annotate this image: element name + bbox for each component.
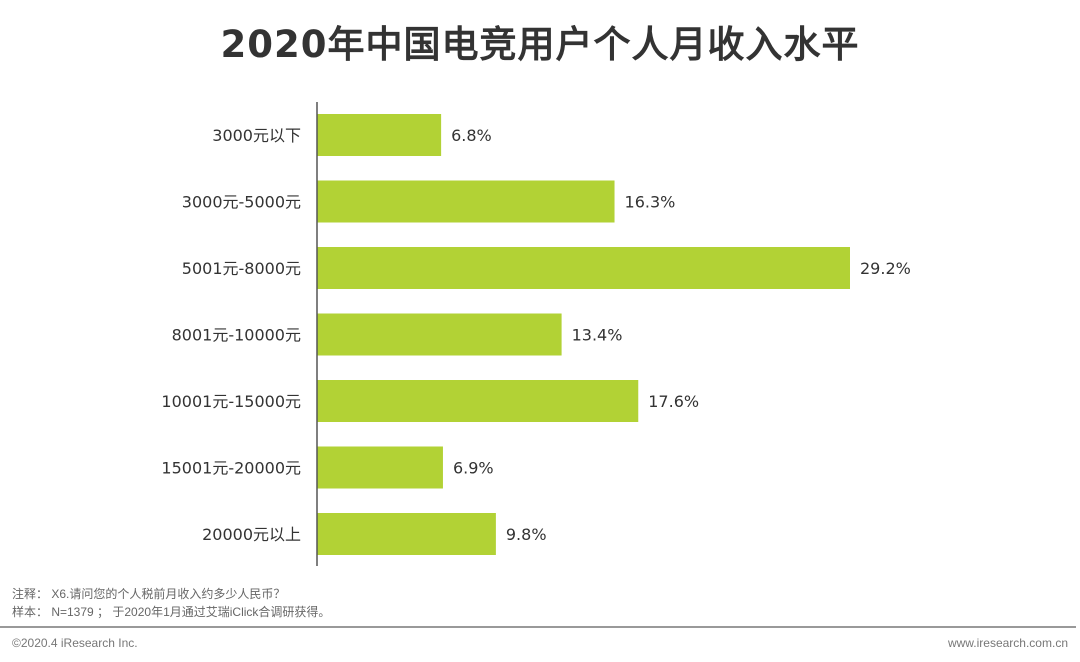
category-label: 5001元-8000元 <box>182 259 301 278</box>
copyright: ©2020.4 iResearch Inc. <box>12 636 138 650</box>
category-label: 15001元-20000元 <box>161 459 301 478</box>
chart-title: 2020年中国电竞用户个人月收入水平 <box>220 23 860 66</box>
bar <box>317 247 850 289</box>
bar <box>317 313 562 356</box>
website: www.iresearch.com.cn <box>947 636 1068 650</box>
category-label: 10001元-15000元 <box>161 392 301 411</box>
category-label: 3000元-5000元 <box>182 193 301 212</box>
bar <box>317 380 639 422</box>
data-label: 16.3% <box>625 193 676 212</box>
note-text: 注释： X6.请问您的个人税前月收入约多少人民币？ <box>12 587 286 601</box>
category-label: 20000元以上 <box>202 525 301 544</box>
bar <box>317 180 615 223</box>
bar-chart: 3000元以下 6.8% 3000元-5000元 16.3% 5001元-8000元 29… <box>161 102 911 566</box>
bar <box>317 114 442 156</box>
category-label: 3000元以下 <box>212 126 301 145</box>
data-label: 6.9% <box>453 459 494 478</box>
sample-text: 样本： N=1379 ； 于2020年1月通过艾瑞iClick合调研获得。 <box>12 605 331 619</box>
footer-divider <box>0 626 1076 628</box>
data-label: 13.4% <box>572 326 623 345</box>
data-label: 9.8% <box>506 525 547 544</box>
data-label: 6.8% <box>451 126 492 145</box>
data-label: 29.2% <box>860 259 911 278</box>
bar <box>317 446 443 489</box>
bar <box>317 513 496 555</box>
data-label: 17.6% <box>648 392 699 411</box>
category-label: 8001元-10000元 <box>172 326 301 345</box>
